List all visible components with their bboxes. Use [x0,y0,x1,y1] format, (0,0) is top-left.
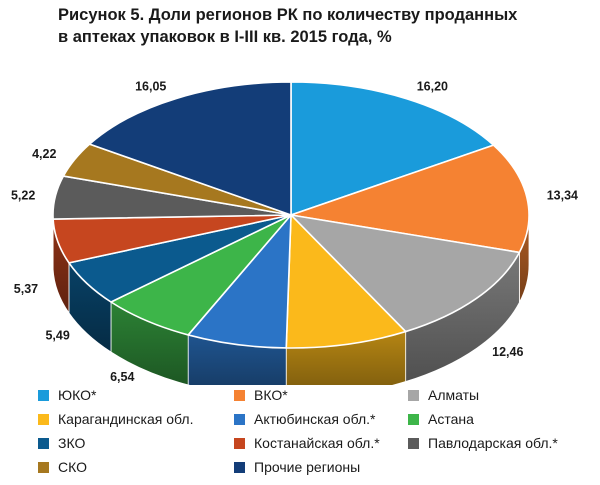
legend-label-9: СКО [58,459,87,475]
legend-swatch-1 [234,389,245,401]
legend-item-5: Астана [408,408,474,430]
pie-value-label-5: 6,54 [110,370,134,384]
legend-swatch-2 [408,389,419,401]
pie-value-label-1: 13,34 [547,188,578,202]
legend-row-3: СКО Прочие регионы [38,456,598,480]
legend-label-7: Костанайская обл.* [254,435,380,451]
legend-swatch-0 [38,389,49,401]
legend-swatch-3 [38,413,49,425]
pie-value-label-8: 5,22 [11,188,35,202]
pie-value-label-10: 16,05 [135,79,166,93]
legend-label-0: ЮКО* [58,387,97,403]
pie-tops [52,81,530,349]
legend-swatch-9 [38,461,49,473]
legend-label-3: Карагандинская обл. [58,411,194,427]
chart-legend: ЮКО* ВКО* Алматы Карагандинская обл. Актюбин… [38,384,598,480]
legend-swatch-5 [408,413,419,425]
legend-label-6: ЗКО [58,435,86,451]
legend-label-4: Актюбинская обл.* [254,411,376,427]
legend-label-8: Павлодарская обл.* [428,435,558,451]
pie-slice-1 [290,144,530,254]
pie-value-label-2: 12,46 [492,345,523,359]
pie-value-label-0: 16,20 [417,80,448,94]
legend-item-4: Актюбинская обл.* [234,408,375,430]
legend-swatch-7 [234,437,245,449]
chart-title-line-2: в аптеках упаковок в I-III кв. 2015 года… [58,28,392,46]
pie-slice-10 [88,81,292,216]
legend-item-9: СКО [38,456,87,478]
chart-title-line-1: Рисунок 5. Доли регионов РК по количеств… [58,6,518,24]
pie-slice-3 [285,214,407,349]
legend-item-7: Костанайская обл.* [234,432,380,454]
legend-item-6: ЗКО [38,432,85,454]
legend-label-2: Алматы [428,387,480,403]
legend-label-1: ВКО* [254,387,288,403]
legend-row-1: Карагандинская обл. Актюбинская обл.* Аста… [38,408,598,432]
legend-item-0: ЮКО* [38,384,96,406]
legend-item-1: ВКО* [234,384,288,406]
legend-item-2: Алматы [408,384,479,406]
legend-item-3: Карагандинская обл. [38,408,193,430]
legend-label-5: Астана [428,411,474,427]
legend-swatch-6 [38,437,49,449]
legend-swatch-8 [408,437,419,449]
pie-slice-2 [290,214,521,333]
pie-value-label-9: 4,22 [32,147,56,161]
pie-labels: 16,2013,3412,468,326,796,545,495,375,224… [11,79,578,384]
pie-slice-0 [290,81,495,216]
pie-value-label-7: 5,37 [14,282,38,296]
legend-item-8: Павлодарская обл.* [408,432,558,454]
legend-row-0: ЮКО* ВКО* Алматы [38,384,598,408]
legend-label-10: Прочие регионы [254,459,361,475]
legend-row-2: ЗКО Костанайская обл.* Павлодарская обл.* [38,432,598,456]
legend-swatch-10 [234,461,245,473]
chart-title: Рисунок 5. Доли регионов РК по количеств… [58,4,578,48]
pie-chart: 16,2013,3412,468,326,796,545,495,375,224… [11,79,578,385]
legend-item-10: Прочие регионы [234,456,360,478]
legend-swatch-4 [234,413,245,425]
pie-value-label-6: 5,49 [45,329,69,343]
